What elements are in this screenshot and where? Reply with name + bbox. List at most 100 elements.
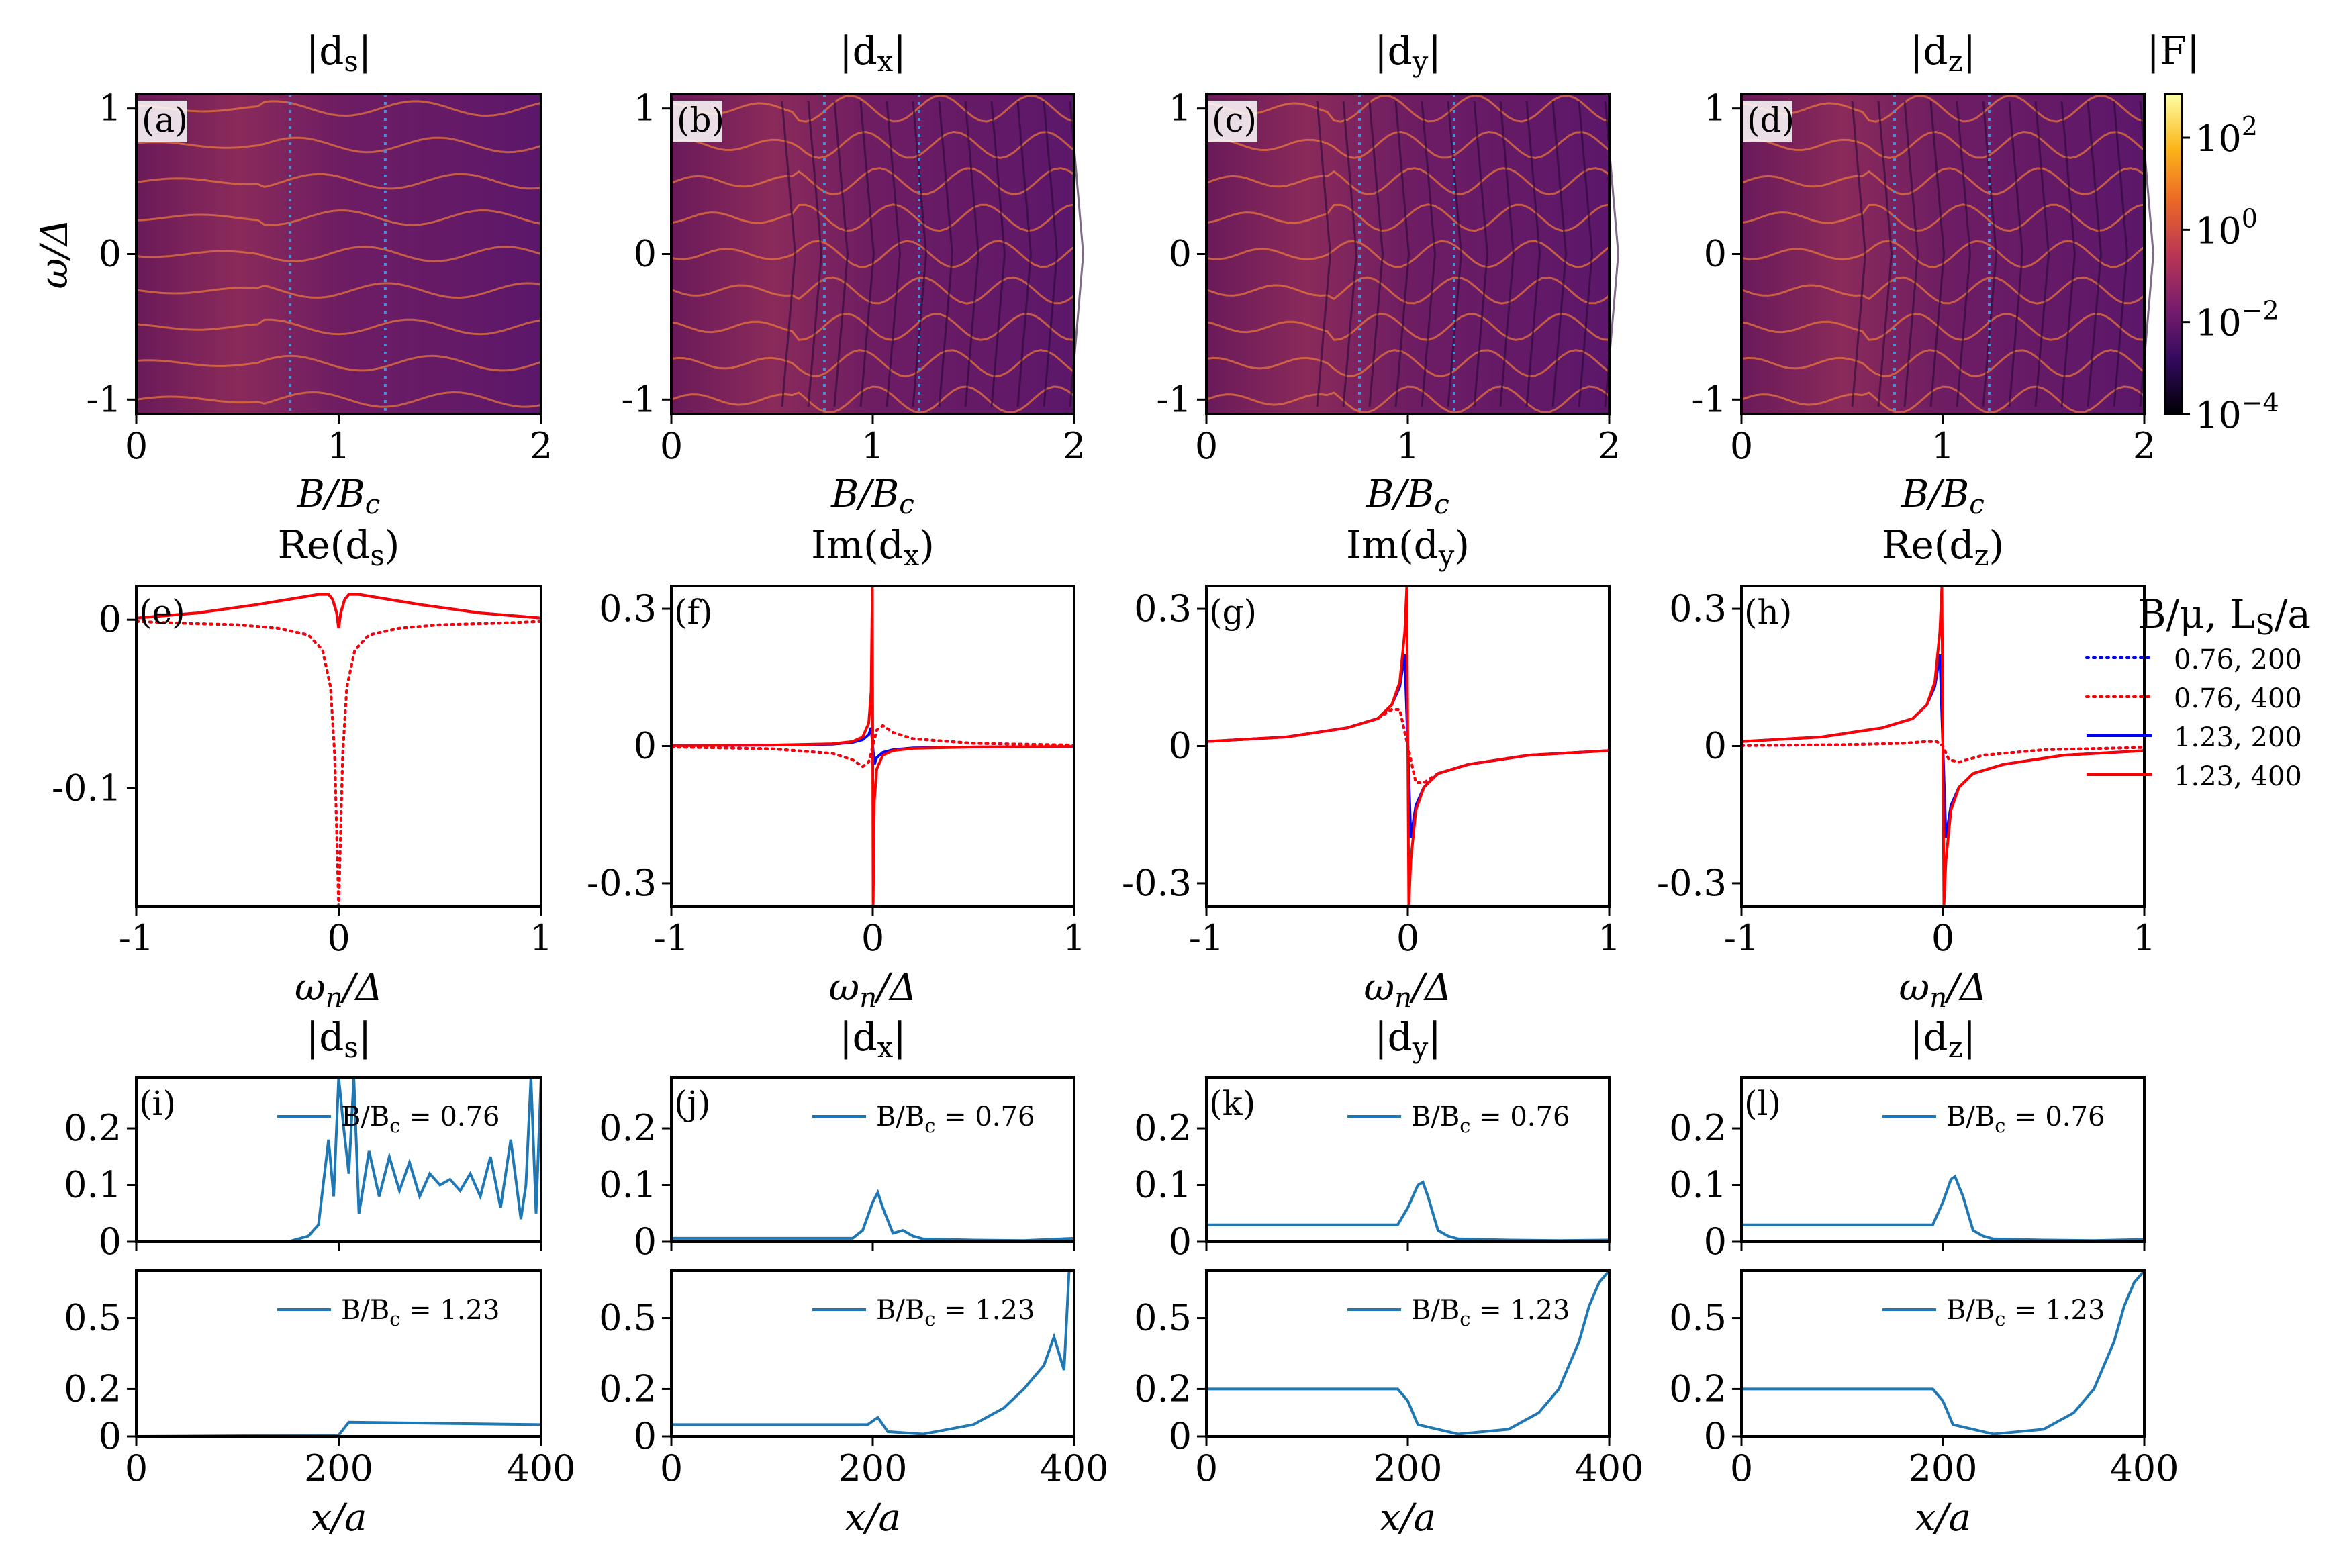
y-tick-label: 0 <box>1704 1220 1727 1263</box>
x-tick-label: 400 <box>506 1447 575 1489</box>
band-line <box>1206 349 1610 378</box>
panel-title: |dy​| <box>1374 28 1441 78</box>
lattice-line <box>1982 101 1998 407</box>
lattice-line <box>2060 101 2076 407</box>
lattice-line <box>1316 101 1332 407</box>
lattice-line <box>1473 101 1489 407</box>
panel-title: Im(dy​) <box>1346 522 1470 572</box>
x-tick-label: 2 <box>1598 425 1621 467</box>
band-line <box>1741 385 2145 414</box>
panel-label: (l) <box>1744 1084 1781 1123</box>
y-tick-label: -1 <box>86 378 122 420</box>
x-tick-label: 2 <box>530 425 553 467</box>
x-tick-label: 400 <box>2109 1447 2179 1489</box>
profile-panel <box>1741 1174 2144 1242</box>
legend-label: 1.23, 400 <box>2174 761 2302 792</box>
profile-line <box>136 1420 541 1436</box>
lattice-line <box>1903 101 1919 407</box>
x-tick-label: 1 <box>861 425 884 467</box>
y-tick-label: -0.3 <box>587 862 657 904</box>
lattice-line <box>1578 101 1594 407</box>
panel-label: (i) <box>139 1084 176 1123</box>
y-axis-label: ω/Δ <box>33 219 77 289</box>
panel-title: |ds​| <box>306 1014 372 1064</box>
legend-label: 0.76, 400 <box>2174 683 2302 714</box>
x-axis-label: B/Bc​ <box>1901 473 1985 520</box>
y-tick-label: 0 <box>1169 725 1192 767</box>
profile-line <box>136 1077 541 1242</box>
x-axis-label: B/Bc​ <box>1366 473 1449 520</box>
line-panel <box>136 593 541 906</box>
legend-label: B/Bc​ = 0.76 <box>876 1101 1035 1137</box>
series-line <box>136 620 541 906</box>
band-line <box>1741 312 2145 341</box>
y-tick-label: 0.2 <box>599 1107 657 1149</box>
profile-line <box>671 1271 1074 1436</box>
panel-label: (j) <box>674 1084 711 1123</box>
lattice-line <box>1956 101 1972 407</box>
panel-label: (d) <box>1747 101 1795 140</box>
x-tick-label: 200 <box>838 1447 907 1489</box>
panel-label: (b) <box>677 101 724 140</box>
heatmap-panel <box>1206 94 1620 414</box>
colorbar-tick-label: 10−2 <box>2195 296 2279 344</box>
panel-title: |ds​| <box>306 28 372 78</box>
x-tick-label: 0 <box>1195 1447 1218 1489</box>
y-tick-label: -0.1 <box>52 767 122 809</box>
panel-title: |dx​| <box>839 1014 906 1064</box>
lattice-line <box>2008 101 2024 407</box>
x-axis-label: ωn​/Δ <box>295 966 383 1014</box>
y-tick-label: 0.2 <box>64 1107 122 1149</box>
band-line <box>136 100 542 117</box>
profile-panel <box>1206 1180 1609 1242</box>
y-tick-label: 0 <box>99 598 122 640</box>
colorbar-tick-label: 102 <box>2195 111 2258 160</box>
y-tick-label: 1 <box>1169 87 1192 130</box>
y-tick-label: 0.2 <box>1669 1367 1727 1410</box>
y-tick-label: 0 <box>1704 725 1727 767</box>
y-tick-label: 0.3 <box>1134 587 1192 630</box>
band-line <box>1206 130 1610 159</box>
x-tick-label: 0 <box>660 1447 683 1489</box>
profile-panel <box>136 1077 541 1242</box>
band-line <box>136 282 542 299</box>
legend-label: B/Bc​ = 1.23 <box>341 1295 499 1330</box>
y-tick-label: 0.1 <box>599 1164 657 1206</box>
line-panel <box>1741 586 2144 906</box>
legend-label: B/Bc​ = 0.76 <box>1411 1101 1570 1137</box>
y-tick-label: 0.2 <box>1669 1107 1727 1149</box>
lattice-line <box>1551 101 1568 407</box>
x-tick-label: 1 <box>1063 917 1086 959</box>
colorbar-tick-label: 10−4 <box>2195 388 2279 436</box>
x-tick-label: 1 <box>1598 917 1621 959</box>
y-tick-label: -1 <box>621 378 657 420</box>
y-tick-label: -1 <box>1691 378 1727 420</box>
band-line <box>1206 94 1610 123</box>
x-axis-label: B/Bc​ <box>297 473 381 520</box>
y-tick-label: 0 <box>634 1415 657 1457</box>
colorbar-tick-exp: −4 <box>2242 388 2279 418</box>
profile-line <box>671 1189 1074 1242</box>
y-tick-label: 1 <box>1704 87 1727 130</box>
colorbar-tick-exp: 0 <box>2242 203 2258 233</box>
band-line <box>1206 385 1610 414</box>
legend-label: 1.23, 200 <box>2174 722 2302 753</box>
band-line <box>1741 94 2145 123</box>
panel-label: (a) <box>142 101 188 140</box>
band-line <box>136 209 542 226</box>
y-tick-label: 0 <box>99 233 122 275</box>
colorbar-tick-exp: 2 <box>2242 111 2258 141</box>
profile-line <box>1741 1271 2144 1436</box>
y-tick-label: 0 <box>634 1220 657 1263</box>
lattice-line <box>938 101 954 407</box>
legend-title: B/μ, LS​/a <box>2138 591 2311 641</box>
panel-label: (e) <box>139 593 185 632</box>
band-line <box>136 173 542 190</box>
lattice-line <box>1016 101 1033 407</box>
x-axis-label: x/a <box>1915 1496 1971 1540</box>
y-tick-label: 0.5 <box>599 1297 657 1339</box>
x-tick-label: 1 <box>1396 425 1419 467</box>
panel-label-box <box>1743 101 1792 142</box>
band-line <box>1741 167 2145 196</box>
